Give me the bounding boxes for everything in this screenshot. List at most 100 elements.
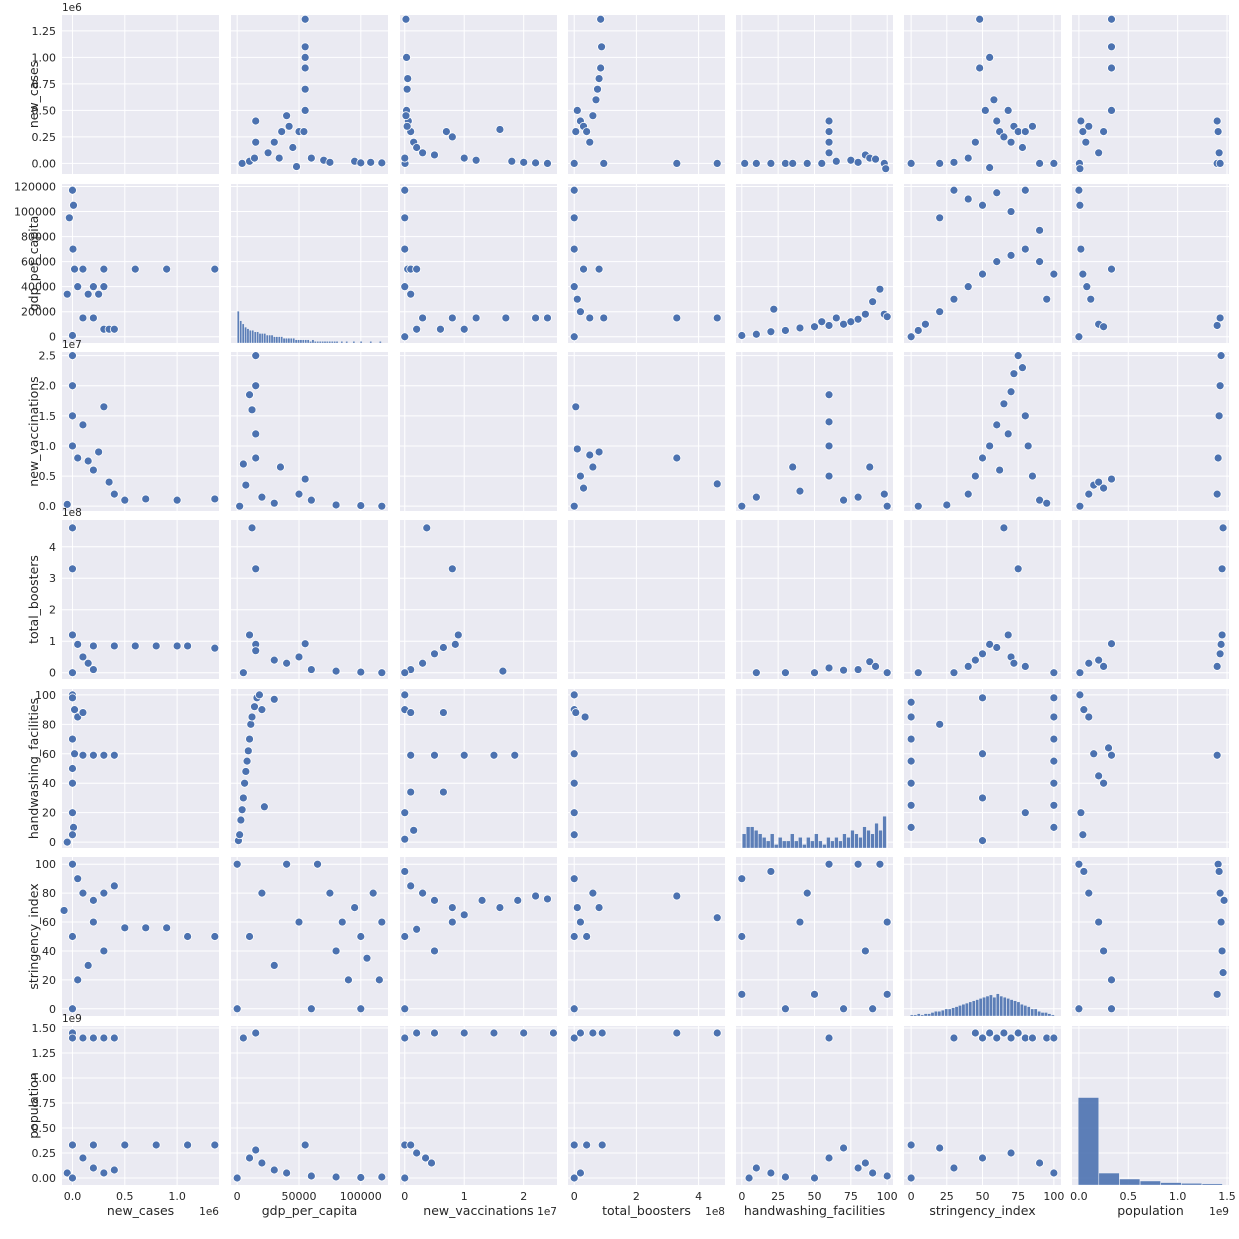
scatter-point [839,319,848,329]
scatter-point [99,946,109,956]
scatter-point [531,158,540,168]
scatter-point [459,750,469,760]
scatter-point [1212,489,1222,499]
scatter-point [572,106,582,115]
scatter-point [978,1153,987,1163]
histogram-bar [1047,1013,1052,1017]
x-tick-label: 50 [976,1190,990,1203]
scatter-point [68,778,77,788]
scatter-point [400,867,410,876]
y-tick-label: 2.0 [39,380,57,393]
scatter-point [430,895,439,905]
histogram-bar [982,997,986,1017]
scatter-point [242,756,252,766]
scatter-point [400,668,410,678]
scatter-point [831,313,841,323]
scatter-point [109,881,119,891]
scatter-point [99,1168,109,1178]
scatter-point [68,764,77,773]
scatter-point [824,137,834,147]
scatter-point [868,1168,878,1178]
scatter-point [62,1168,72,1178]
y-tick-label: 0.0 [39,500,57,513]
histogram-bar [270,334,274,344]
scatter-point [441,127,451,137]
scatter-point [300,106,310,115]
y-tick-label: 20 [42,807,56,820]
scatter-point [1049,668,1059,678]
scatter-point [906,1173,916,1183]
scatter-point [78,750,88,760]
scatter-point [795,917,805,927]
scatter-point [569,1004,579,1014]
scatter-point [860,946,870,956]
histogram-bar [306,339,310,344]
scatter-point [935,1143,945,1153]
y-tick-label: 0.50 [32,1122,57,1135]
scatter-point [89,641,98,651]
scatter-point [970,655,980,665]
scatter-point [471,313,481,323]
histogram-bar [333,341,336,344]
scatter-point [331,666,341,676]
scatter-point [269,498,279,508]
scatter-point [120,495,130,505]
scatter-point [232,859,242,869]
histogram-bar [958,1005,962,1017]
histogram-bar [766,840,771,849]
scatter-point [232,1004,242,1014]
scatter-point [284,121,294,131]
scatter-point [269,137,279,147]
scatter-point [569,830,579,840]
scatter-point [1215,381,1225,391]
histogram-gdp_per_capita [237,311,382,344]
scatter-point [1020,244,1030,254]
scatter-point [210,643,220,653]
scatter-point [1035,158,1044,168]
scatter-population-vs-handwashing_facilities [744,1033,892,1183]
scatter-point [299,127,309,137]
scatter-point [978,269,987,279]
histogram-bar [282,338,286,344]
scatter-point [999,399,1009,409]
histogram-bar [256,331,259,344]
scatter-point [1212,750,1222,760]
scatter-point [1049,734,1059,744]
panel-background [1072,520,1229,679]
scatter-point [68,331,77,340]
scatter-point [68,1173,77,1183]
scatter-point [418,658,427,668]
scatter-point [68,932,77,941]
y-tick-label: 100 [35,689,56,702]
scatter-point [596,63,606,73]
scatter-point [824,1033,834,1043]
histogram-bar [937,1011,942,1017]
scatter-point [510,750,520,760]
scatter-point [277,127,287,137]
scatter-point [672,453,682,463]
scatter-point [737,989,747,999]
scatter-total_boosters-vs-handwashing_facilities [751,657,892,678]
scatter-point [1018,143,1027,152]
scatter-point [78,708,88,717]
scatter-point [400,153,410,163]
scatter-point [83,456,93,466]
scatter-point [1217,946,1227,956]
scatter-point [412,1148,422,1158]
panel-handwashing_facilities-vs-total_boosters [568,689,725,848]
scatter-point [245,630,254,640]
scatter-point [1049,778,1059,788]
scatter-point [824,441,834,451]
scatter-point [172,641,182,651]
panel-stringency_index-vs-new_vaccinations [400,857,557,1016]
histogram-bar [882,816,887,849]
scatter-stringency_index-vs-new_cases [59,859,220,1014]
scatter-point [882,668,892,678]
scatter-point [824,471,834,481]
histogram-bar [352,341,356,344]
scatter-point [985,441,995,451]
scatter-point [236,815,246,825]
scatter-point [949,185,959,195]
histogram-bar [261,333,264,344]
scatter-point [1084,658,1094,668]
